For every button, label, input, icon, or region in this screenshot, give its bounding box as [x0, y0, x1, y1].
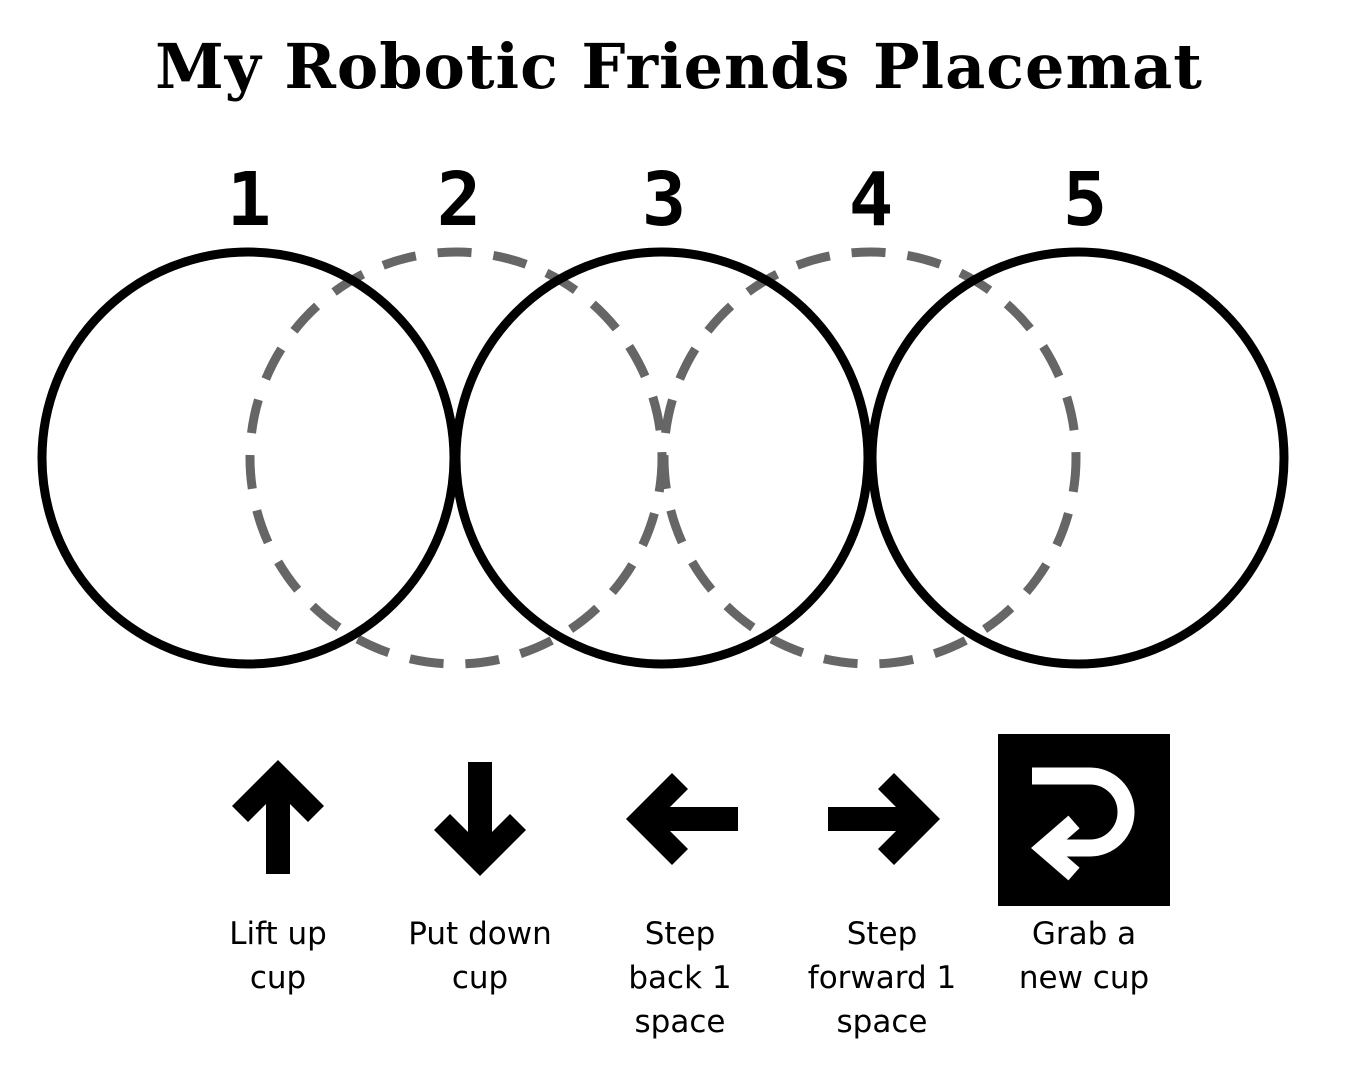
spot-number-5: 5	[1062, 157, 1108, 243]
legend-label: Grab a new cup	[1018, 916, 1150, 996]
legend-label: Step back 1 space	[628, 916, 732, 1040]
arrow-right-icon	[828, 773, 940, 865]
spot-number-1: 1	[226, 157, 272, 243]
spot-circle-4	[659, 247, 1081, 669]
spot-number-3: 3	[641, 157, 687, 243]
spot-number-2: 2	[436, 157, 482, 243]
legend-label: Put down cup	[408, 916, 552, 996]
arrow-up-icon	[232, 760, 324, 874]
placemat-circles	[37, 247, 1289, 669]
arrow-left-icon	[626, 773, 738, 865]
spot-circle-5	[867, 247, 1289, 669]
arrow-down-icon	[434, 762, 526, 876]
page-title: My Robotic Friends Placemat	[155, 30, 1203, 103]
legend-label: Lift up cup	[229, 916, 327, 996]
spot-number-4: 4	[848, 157, 894, 243]
legend-label: Step forward 1 space	[807, 916, 957, 1040]
return-arrow-icon	[998, 734, 1170, 906]
